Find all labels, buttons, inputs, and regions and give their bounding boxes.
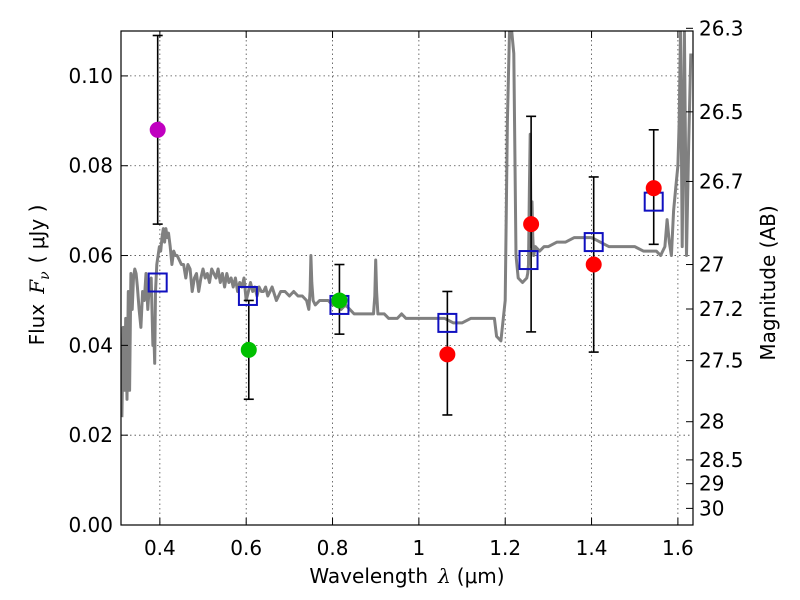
right-tick-label: 27.5	[699, 349, 744, 373]
sed-chart: 0.4 0.6 0.8 1 1.2 1.4 1.6 0.00 0.02 0.04 0.06 0.08…	[0, 0, 800, 600]
right-tick-label: 30	[699, 496, 724, 520]
y-tick-label: 0.10	[68, 64, 113, 88]
observed-point	[586, 257, 601, 272]
error-bars	[153, 35, 659, 414]
observed-point	[524, 217, 539, 232]
x-tick-label: 0.4	[144, 536, 176, 560]
model-photometry-squares	[149, 193, 663, 332]
right-tick-label: 26.3	[699, 16, 744, 40]
observed-point	[241, 342, 256, 357]
right-tick-label: 29	[699, 472, 724, 496]
x-tick-label: 0.6	[230, 536, 262, 560]
right-tick-label: 26.5	[699, 100, 744, 124]
right-axis-label: Magnitude (AB)	[756, 205, 780, 360]
right-tick-label: 27	[699, 253, 724, 277]
x-tick-label: 0.8	[317, 536, 349, 560]
right-tick-label: 27.2	[699, 297, 744, 321]
x-tick-label: 1.6	[662, 536, 694, 560]
y-tick-label: 0.06	[68, 244, 113, 268]
observed-point	[150, 122, 165, 137]
x-tick-label: 1	[413, 536, 426, 560]
observed-point	[440, 347, 455, 362]
x-axis-ticks: 0.4 0.6 0.8 1 1.2 1.4 1.6	[144, 31, 694, 560]
right-tick-label: 26.7	[699, 169, 744, 193]
right-tick-label: 28	[699, 410, 724, 434]
observed-point	[646, 181, 661, 196]
x-tick-label: 1.4	[576, 536, 608, 560]
y-tick-label: 0.00	[68, 513, 113, 537]
observed-point	[332, 293, 347, 308]
y-tick-label: 0.02	[68, 423, 113, 447]
right-tick-label: 28.5	[699, 448, 744, 472]
y-tick-label: 0.08	[68, 154, 113, 178]
y-axis-label: FluxFν( μJy )	[25, 205, 53, 346]
spectrum-layer	[122, 31, 691, 417]
x-tick-label: 1.2	[489, 536, 521, 560]
y-axis-ticks: 0.00 0.02 0.04 0.06 0.08 0.10	[68, 64, 128, 537]
model-spectrum-line	[122, 31, 691, 417]
x-axis-label: Wavelength λ (μm)	[309, 564, 504, 588]
y-tick-label: 0.04	[68, 333, 113, 357]
